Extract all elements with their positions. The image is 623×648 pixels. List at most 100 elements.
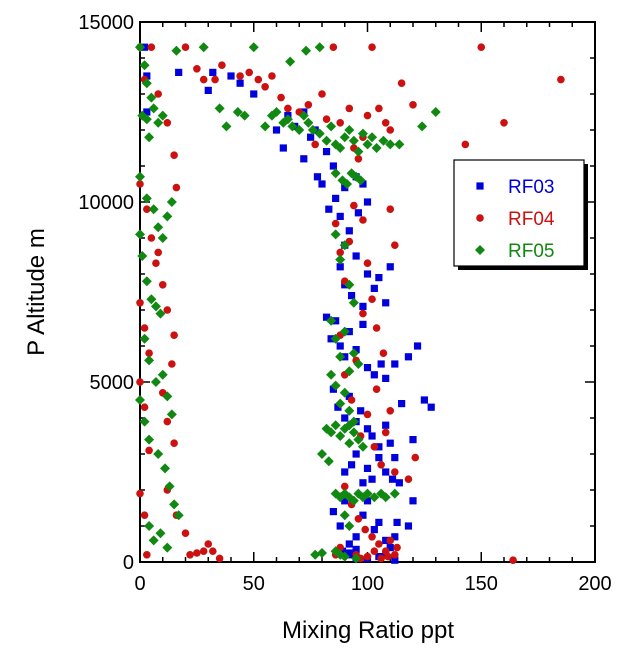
data-point-rf05: [239, 110, 250, 121]
data-point-rf04: [386, 205, 395, 213]
data-point-rf03: [352, 252, 360, 260]
data-point-rf05: [344, 125, 355, 135]
data-point-rf05: [169, 499, 180, 510]
data-point-rf05: [198, 42, 209, 53]
data-point-rf03: [375, 454, 383, 462]
data-point-rf05: [335, 254, 346, 265]
data-point-rf05: [342, 179, 353, 189]
data-point-rf05: [362, 488, 373, 499]
data-point-rf05: [314, 42, 325, 53]
data-point-rf03: [272, 126, 281, 134]
data-point-rf03: [338, 547, 347, 555]
data-point-rf04: [140, 511, 149, 519]
data-point-rf05: [160, 463, 171, 474]
data-point-rf03: [175, 68, 183, 76]
data-point-rf04: [136, 180, 144, 188]
data-point-rf05: [317, 449, 327, 459]
data-point-rf03: [391, 360, 399, 368]
data-point-rf05: [153, 117, 164, 128]
data-point-rf04: [143, 205, 151, 213]
data-point-rf03: [359, 320, 367, 328]
data-point-rf05: [307, 125, 318, 135]
data-point-rf03: [404, 353, 413, 361]
data-point-rf03: [143, 72, 151, 80]
data-point-rf03: [332, 194, 340, 202]
data-point-rf03: [386, 263, 394, 271]
data-point-rf05: [367, 132, 378, 143]
data-point-rf04: [284, 104, 292, 113]
data-point-rf03: [375, 443, 383, 451]
data-point-rf05: [330, 229, 341, 240]
data-point-rf05: [285, 56, 296, 67]
data-point-rf03: [359, 302, 367, 310]
data-point-rf04: [209, 547, 217, 555]
data-point-rf05: [348, 297, 359, 308]
legend: RF03 RF04 RF05: [453, 159, 588, 270]
data-point-rf04: [147, 234, 156, 242]
data-point-rf04: [509, 556, 517, 564]
data-point-rf04: [199, 75, 208, 84]
data-point-rf04: [347, 396, 356, 404]
data-point-rf05: [155, 308, 166, 319]
data-point-rf04: [391, 241, 399, 249]
data-point-rf05: [248, 42, 259, 53]
data-point-rf05: [326, 369, 337, 380]
data-point-rf05: [321, 135, 332, 146]
data-point-rf04: [372, 385, 381, 394]
data-point-rf05: [162, 391, 173, 402]
data-point-rf05: [141, 114, 152, 125]
data-point-rf03: [357, 407, 365, 415]
data-point-rf05: [146, 92, 157, 103]
data-point-rf03: [279, 144, 287, 152]
x-tick-label: 0: [134, 573, 145, 595]
data-point-rf04: [384, 552, 392, 561]
x-tick-label: 150: [465, 573, 498, 595]
data-point-rf03: [391, 556, 399, 564]
data-point-rf03: [391, 454, 399, 462]
data-point-rf05: [150, 301, 161, 312]
data-point-rf05: [153, 222, 164, 233]
data-point-rf04: [557, 75, 565, 84]
data-point-rf03: [352, 545, 360, 553]
data-point-rf05: [326, 315, 337, 326]
data-point-rf03: [300, 155, 308, 163]
data-points: [135, 42, 565, 564]
data-point-rf05: [344, 366, 355, 377]
data-point-rf05: [260, 121, 271, 132]
data-point-rf05: [214, 103, 225, 114]
data-point-rf04: [363, 410, 372, 419]
data-point-rf04: [277, 93, 285, 102]
data-point-rf05: [335, 398, 346, 409]
data-point-rf04: [170, 151, 178, 159]
data-point-rf03: [420, 396, 428, 404]
data-point-rf05: [348, 135, 359, 146]
data-point-rf04: [340, 482, 349, 491]
data-point-rf05: [335, 143, 346, 153]
data-point-rf04: [377, 461, 385, 469]
data-point-rf05: [344, 279, 355, 290]
data-point-rf03: [386, 439, 394, 447]
data-point-rf05: [164, 481, 175, 492]
data-point-rf04: [368, 43, 376, 51]
data-point-rf05: [317, 548, 327, 558]
data-point-rf03: [329, 508, 337, 516]
data-point-rf04: [172, 183, 181, 192]
data-point-rf04: [345, 104, 354, 113]
data-point-rf04: [359, 309, 367, 318]
data-point-rf03: [363, 198, 372, 206]
data-point-rf03: [368, 475, 376, 483]
data-point-rf03: [395, 479, 403, 487]
data-point-rf03: [382, 421, 390, 429]
data-point-rf03: [375, 274, 383, 282]
data-point-rf05: [135, 171, 145, 182]
legend-box: [453, 159, 585, 267]
data-point-rf03: [336, 263, 344, 271]
data-point-rf04: [350, 201, 358, 210]
data-point-rf03: [143, 108, 151, 116]
data-point-rf03: [322, 313, 331, 321]
data-point-rf03: [345, 392, 353, 400]
data-point-rf04: [386, 407, 395, 415]
data-point-rf05: [141, 78, 152, 89]
data-point-rf03: [345, 540, 353, 548]
